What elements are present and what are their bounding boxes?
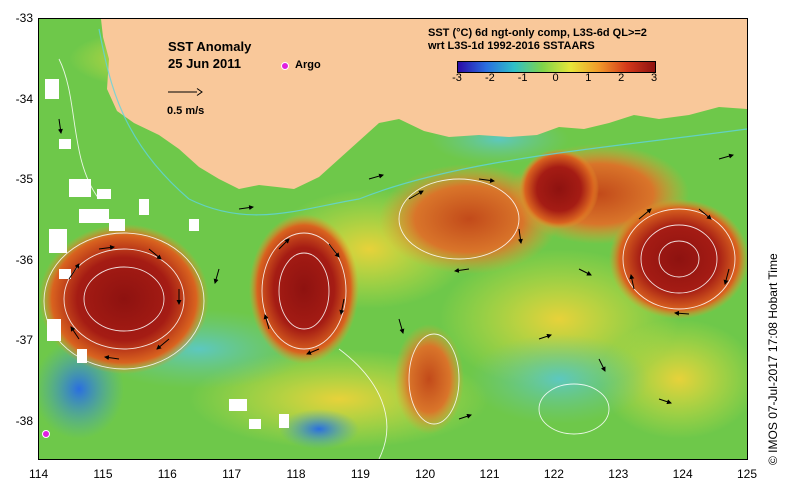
x-tick-114: 114 bbox=[29, 467, 49, 481]
credit-text: IMOS 07-Jul-2017 17:08 Hobart Time bbox=[766, 253, 780, 453]
colorbar-tick-1: -2 bbox=[484, 72, 495, 84]
x-tick-123: 123 bbox=[608, 467, 629, 481]
height-contours bbox=[43, 58, 736, 459]
x-tick-125: 125 bbox=[737, 467, 758, 481]
x-tick-121: 121 bbox=[479, 467, 500, 481]
argo-legend-label: Argo bbox=[295, 59, 321, 71]
x-tick-116: 116 bbox=[157, 467, 177, 481]
velocity-vectors bbox=[57, 118, 734, 420]
sst-map[interactable]: SST Anomaly 25 Jun 2011 Argo 0.5 m/s SST… bbox=[38, 18, 748, 460]
colorbar bbox=[457, 61, 656, 73]
argo-float-marker[interactable] bbox=[42, 430, 50, 438]
x-tick-120: 120 bbox=[415, 467, 436, 481]
colorbar-tick-3: 0 bbox=[552, 72, 559, 84]
y-tick--34: -34 bbox=[15, 91, 33, 106]
colorbar-tick-6: 3 bbox=[650, 72, 658, 84]
x-tick-119: 119 bbox=[350, 467, 370, 481]
x-tick-115: 115 bbox=[93, 467, 113, 481]
sst-anomaly-field bbox=[39, 19, 747, 459]
x-tick-117: 117 bbox=[222, 467, 242, 481]
missing-data-patches bbox=[45, 79, 289, 429]
colorbar-tick-2: -1 bbox=[517, 72, 528, 84]
x-tick-122: 122 bbox=[543, 467, 564, 481]
colorbar-title-line2: wrt L3S-1d 1992-2016 SSTAARS bbox=[428, 40, 595, 52]
colorbar-tick-0: -3 bbox=[452, 72, 462, 84]
map-date: 25 Jun 2011 bbox=[168, 56, 241, 71]
copyright-symbol: © bbox=[766, 456, 780, 465]
x-tick-118: 118 bbox=[286, 467, 306, 481]
argo-legend-icon bbox=[281, 62, 289, 70]
colorbar-tick-labels: -3 -2 -1 0 1 2 3 bbox=[452, 72, 657, 87]
y-tick--33: -33 bbox=[15, 11, 33, 25]
x-tick-124: 124 bbox=[672, 467, 693, 481]
colorbar-title-line1: SST (°C) 6d ngt-only comp, L3S-6d QL>=2 bbox=[428, 27, 647, 39]
map-title: SST Anomaly bbox=[168, 39, 252, 54]
y-tick--37: -37 bbox=[15, 333, 33, 347]
velocity-scale-label: 0.5 m/s bbox=[167, 105, 205, 117]
y-tick--35: -35 bbox=[15, 172, 33, 186]
y-tick--38: -38 bbox=[15, 413, 33, 428]
velocity-scale-arrow bbox=[168, 88, 203, 96]
y-tick--36: -36 bbox=[15, 252, 33, 267]
credit-label: © IMOS 07-Jul-2017 17:08 Hobart Time bbox=[766, 253, 780, 465]
colorbar-tick-5: 2 bbox=[618, 72, 625, 84]
colorbar-tick-4: 1 bbox=[585, 72, 592, 84]
